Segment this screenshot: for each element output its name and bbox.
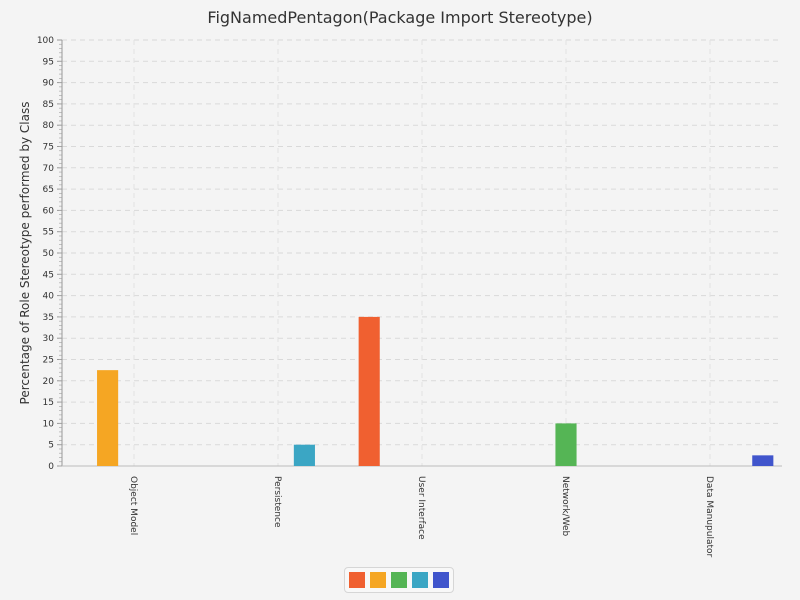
y-tick-label: 45 — [43, 270, 54, 280]
x-tick-label: User Interface — [416, 476, 426, 540]
bars — [97, 316, 774, 466]
legend-swatch — [370, 572, 386, 588]
y-tick-label: 15 — [43, 398, 54, 408]
y-tick-label: 100 — [37, 36, 54, 46]
bar — [293, 444, 315, 466]
y-tick-label: 75 — [43, 143, 54, 153]
grid — [62, 39, 782, 466]
y-tick-label: 20 — [43, 377, 55, 387]
x-tick-label: Object Model — [128, 476, 138, 535]
bar — [97, 370, 119, 466]
y-tick-label: 65 — [43, 185, 54, 195]
y-tick-label: 70 — [43, 164, 55, 174]
y-tick-label: 60 — [43, 206, 55, 216]
chart-title: FigNamedPentagon(Package Import Stereoty… — [207, 8, 592, 27]
y-tick-label: 80 — [43, 121, 55, 131]
y-tick-label: 90 — [43, 79, 55, 89]
legend-swatch — [391, 572, 407, 588]
tick-labels: 0 5 10 15 20 25 30 35 40 45 50 55 60 65 70 75 80 85 90 95 10… — [37, 36, 714, 558]
legend-swatch — [412, 572, 428, 588]
y-tick-label: 25 — [43, 356, 54, 366]
y-tick-label: 85 — [43, 100, 54, 110]
x-tick-label: Data Manupulator — [704, 476, 714, 558]
y-tick-label: 30 — [43, 334, 55, 344]
legend-swatch — [433, 572, 449, 588]
y-tick-label: 5 — [48, 441, 54, 451]
legend — [344, 567, 454, 593]
y-tick-label: 50 — [43, 249, 55, 259]
x-tick-label: Persistence — [272, 476, 282, 528]
bar — [752, 455, 774, 466]
y-tick-label: 40 — [43, 292, 55, 302]
y-tick-label: 10 — [43, 419, 55, 429]
bar — [358, 316, 380, 466]
legend-swatch — [349, 572, 365, 588]
y-tick-label: 55 — [43, 228, 54, 238]
y-axis-label: Percentage of Role Stereotype performed … — [18, 102, 32, 405]
bar — [555, 423, 577, 466]
axes — [57, 39, 782, 467]
y-tick-label: 95 — [43, 57, 54, 67]
y-tick-label: 35 — [43, 313, 54, 323]
y-tick-label: 0 — [48, 462, 54, 472]
x-tick-label: Network/Web — [560, 476, 570, 537]
